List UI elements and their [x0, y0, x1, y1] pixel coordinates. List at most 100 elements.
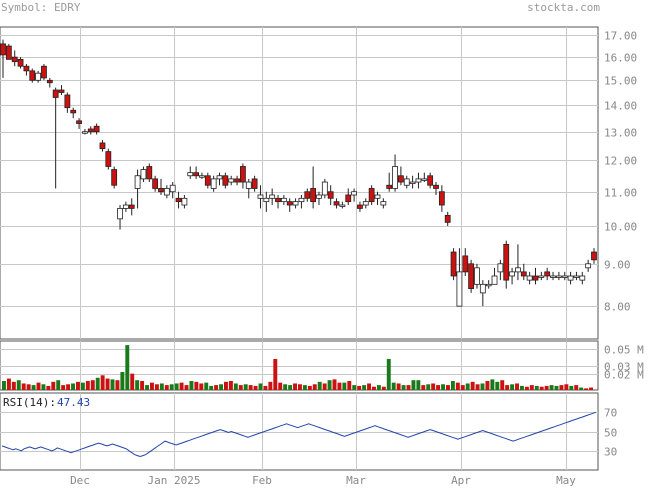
candle-body	[345, 194, 352, 203]
volume-bar	[352, 385, 357, 390]
candle-body	[561, 275, 568, 278]
volume-bar	[386, 358, 391, 390]
candle-body	[117, 208, 123, 220]
volume-bar	[214, 385, 219, 390]
price-tick-label: 16.00	[604, 52, 637, 65]
candle-body	[175, 197, 182, 203]
candle-body	[479, 283, 486, 294]
volume-bar	[421, 385, 426, 390]
candle-body	[234, 178, 240, 183]
volume-bar	[436, 385, 441, 390]
candle-body	[146, 166, 153, 180]
volume-bar	[554, 385, 559, 390]
volume-bar	[135, 380, 140, 390]
candle-body	[158, 188, 164, 193]
x-tick-label: Feb	[252, 474, 272, 486]
volume-bar	[579, 387, 584, 390]
volume-bar	[159, 383, 164, 390]
volume-bar	[347, 381, 352, 390]
volume-bar	[524, 386, 529, 390]
candle-body	[216, 175, 223, 180]
price-tick-label: 12.00	[604, 155, 637, 168]
candle-body	[555, 275, 562, 278]
volume-bar	[544, 385, 549, 390]
candle-body	[403, 178, 410, 186]
volume-bar	[6, 378, 11, 390]
volume-bar	[115, 380, 120, 390]
volume-tick-label: 0.03 M	[604, 361, 644, 374]
volume-bar	[376, 385, 381, 390]
volume-bar	[446, 385, 450, 390]
rsi-tick-label: 50	[604, 427, 617, 440]
rsi-line	[1, 411, 597, 458]
rsi-value: 47.43	[57, 396, 90, 409]
candle-body	[105, 151, 112, 167]
candle-body	[210, 178, 217, 189]
volume-bar	[31, 385, 36, 390]
candle-body	[538, 275, 545, 278]
volume-bar	[224, 381, 228, 390]
candle-body	[450, 251, 457, 277]
candle-body	[550, 275, 556, 278]
price-tick-label: 17.00	[604, 30, 637, 43]
volume-bar	[495, 381, 500, 390]
volume-bar	[520, 385, 524, 390]
candle-body	[444, 214, 451, 223]
volume-bar	[317, 381, 322, 390]
candle-body	[275, 197, 281, 203]
candle-body	[438, 191, 445, 206]
candle-body	[193, 172, 199, 177]
candle-body	[41, 65, 47, 79]
volume-bar	[401, 385, 406, 390]
volume-bar	[90, 380, 95, 390]
volume-bar	[233, 383, 238, 390]
volume-bar	[322, 383, 327, 390]
candle-body	[433, 184, 439, 189]
volume-bar	[505, 385, 510, 390]
candle-body	[251, 178, 258, 189]
volume-bar	[307, 385, 312, 390]
candle-body	[509, 271, 515, 277]
volume-bar	[480, 383, 485, 390]
candle-body	[76, 120, 82, 124]
candle-body	[204, 175, 211, 186]
candle-body	[327, 191, 334, 199]
volume-bar	[298, 384, 302, 390]
candle-body	[520, 271, 527, 277]
volume-bar	[204, 382, 209, 390]
volume-bar	[219, 384, 223, 390]
candle-body	[128, 204, 135, 209]
volume-bar	[16, 380, 21, 390]
volume-bar	[327, 380, 332, 390]
candle-body	[134, 175, 141, 189]
candle-body	[5, 45, 12, 60]
candle-body	[298, 197, 305, 203]
candle-body	[579, 275, 586, 281]
volume-bar	[41, 384, 46, 390]
symbol-label: Symbol: EDRY	[1, 1, 81, 14]
volume-bar	[258, 383, 263, 390]
volume-bar	[76, 381, 80, 390]
volume-bar	[293, 383, 297, 390]
candle-body	[222, 175, 229, 186]
volume-bar	[268, 381, 273, 390]
price-tick-label: 13.00	[604, 127, 637, 140]
volume-bar	[367, 383, 371, 390]
candle-body	[357, 204, 363, 209]
volume-bar	[396, 383, 401, 390]
candle-body	[58, 89, 65, 93]
candle-body	[163, 188, 170, 196]
candle-body	[280, 197, 287, 203]
volume-bar	[100, 375, 105, 390]
volume-bar	[465, 383, 470, 390]
volume-bar	[56, 380, 61, 390]
candle-body	[362, 201, 369, 206]
candle-body	[111, 169, 118, 186]
volume-bar	[179, 382, 184, 390]
price-tick-label: 15.00	[604, 75, 637, 88]
x-tick-label: Jan 2025	[148, 474, 201, 486]
candle-body	[585, 263, 592, 269]
candle-body	[321, 181, 328, 196]
rsi-tick-label: 30	[604, 446, 617, 459]
volume-bar	[150, 382, 154, 390]
